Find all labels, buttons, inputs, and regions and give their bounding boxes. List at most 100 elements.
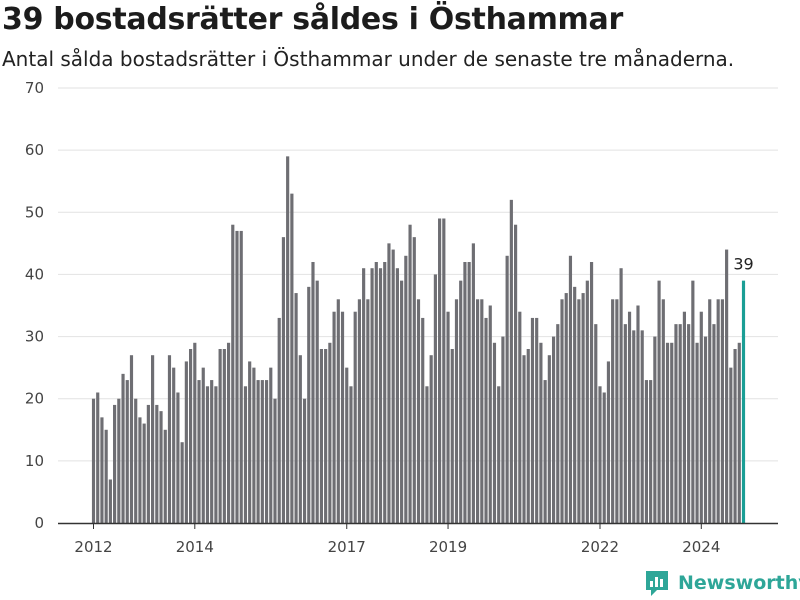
bar: [497, 386, 501, 523]
bar: [286, 156, 290, 524]
bar: [332, 311, 336, 523]
bar: [585, 280, 589, 523]
bar: [547, 355, 551, 523]
y-tick-label: 10: [25, 452, 44, 470]
bar: [665, 342, 670, 523]
bar: [615, 299, 619, 523]
bar: [125, 380, 129, 523]
bar: [564, 293, 568, 523]
bar: [695, 342, 699, 523]
y-tick-label: 60: [25, 141, 44, 159]
bar: [210, 380, 214, 523]
y-tick-label: 0: [34, 514, 44, 532]
bar: [438, 218, 442, 523]
bar: [691, 280, 695, 523]
bar: [214, 386, 218, 523]
bar: [159, 411, 163, 523]
bar: [467, 262, 471, 523]
newsworthy-logo[interactable]: Newsworthy: [644, 568, 800, 598]
bar: [408, 224, 412, 523]
y-tick-label: 30: [25, 328, 44, 346]
bar: [121, 373, 125, 523]
bar: [716, 299, 720, 523]
bar: [703, 336, 708, 523]
bar: [362, 268, 366, 523]
bar: [180, 442, 184, 523]
bar: [100, 417, 104, 523]
bar: [606, 361, 611, 523]
bar: [627, 311, 632, 523]
bar: [577, 299, 581, 523]
bar: [151, 355, 155, 523]
bar: [193, 342, 197, 523]
bar: [623, 324, 627, 523]
bar: [708, 299, 712, 523]
bar: [539, 342, 543, 523]
bar: [687, 324, 691, 523]
bar: [509, 199, 513, 524]
bar: [501, 336, 505, 523]
bar: [91, 398, 96, 523]
bar: [374, 262, 378, 523]
bar: [518, 311, 522, 523]
bar: [146, 404, 150, 523]
bar: [336, 299, 340, 523]
bar: [307, 286, 311, 523]
bar: [433, 274, 437, 523]
bar: [197, 380, 201, 523]
bar: [480, 299, 484, 523]
bar: [113, 404, 117, 523]
bar: [366, 299, 370, 523]
bar: [391, 249, 395, 523]
x-axis: 2012 2014 2017 2019 2022 2024: [58, 522, 778, 556]
data-labels: 39: [733, 255, 753, 274]
x-tick-label: 2022: [581, 538, 619, 556]
bar: [425, 386, 429, 523]
bar: [138, 417, 142, 523]
bar: [712, 324, 716, 523]
bar: [134, 398, 138, 523]
bar: [222, 349, 226, 523]
bar: [640, 330, 644, 523]
bar: [315, 280, 319, 523]
bar: [226, 342, 231, 523]
bar: [387, 243, 391, 524]
bar: [450, 349, 454, 523]
bar: [319, 349, 324, 523]
bar: [484, 317, 488, 523]
bar: [657, 280, 661, 523]
bar: [353, 311, 357, 523]
bar: [311, 262, 315, 523]
bar: [488, 305, 492, 523]
bar: [231, 224, 235, 523]
bar: [218, 349, 222, 523]
bar: [243, 386, 248, 523]
bar: [340, 311, 345, 523]
bar: [589, 262, 594, 523]
y-tick-label: 70: [25, 79, 44, 97]
bar: [248, 361, 252, 523]
bar: [395, 268, 399, 523]
bar: [239, 230, 243, 523]
bar: [189, 349, 193, 523]
bar: [725, 249, 729, 523]
bar: [201, 367, 205, 523]
bar: [235, 230, 239, 523]
x-tick-label: 2012: [74, 538, 112, 556]
bars: [91, 156, 746, 524]
bar: [471, 243, 475, 524]
bar: [581, 293, 585, 523]
bar: [573, 286, 577, 523]
bar: [290, 193, 294, 523]
bar: [273, 398, 277, 523]
bar: [670, 342, 674, 523]
bar: [737, 342, 741, 523]
x-tick-label: 2024: [682, 538, 720, 556]
x-tick-label: 2019: [429, 538, 467, 556]
bar: [370, 268, 374, 523]
bar: [260, 380, 264, 523]
bar: [556, 324, 560, 523]
bar: [535, 317, 539, 523]
bar: [155, 404, 159, 523]
bar: [594, 324, 598, 523]
